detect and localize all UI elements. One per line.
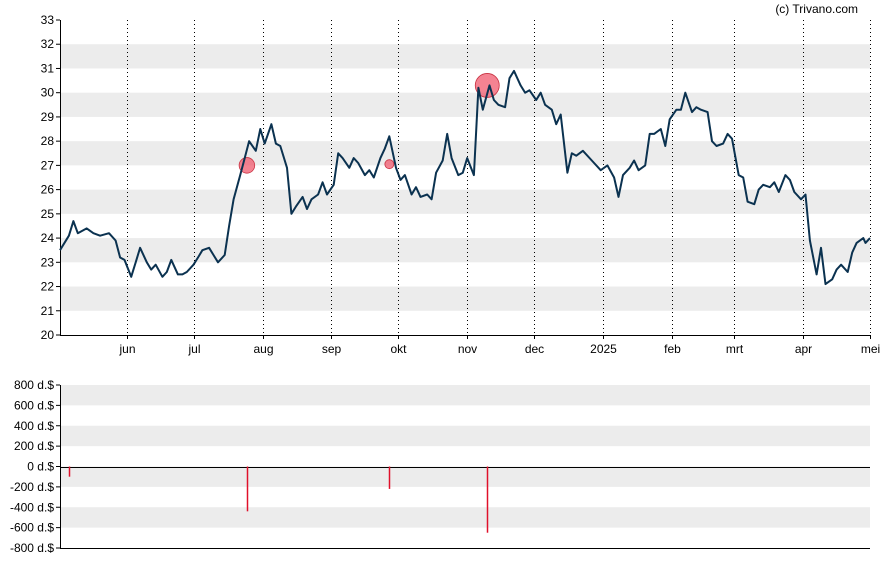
price-y-tick-label: 20 xyxy=(41,328,55,342)
price-x-tick-label: aug xyxy=(253,342,273,356)
price-axes xyxy=(56,19,870,336)
price-band xyxy=(60,238,870,263)
price-panel: 20 21 22 23 24 25 26 27 28 29 30 31 32 33 jun jul aug se… xyxy=(41,13,881,356)
price-x-tick-label: feb xyxy=(664,342,681,356)
flow-y-tick-label: 800 d.$ xyxy=(14,378,54,392)
price-y-tick-labels: 20 21 22 23 24 25 26 27 28 29 30 31 32 33 xyxy=(41,13,55,342)
flow-band xyxy=(60,466,870,487)
price-y-tick-label: 27 xyxy=(41,158,55,172)
price-y-tick-label: 24 xyxy=(41,231,55,245)
price-y-tick-label: 26 xyxy=(41,183,55,197)
price-y-tick-label: 32 xyxy=(41,37,55,51)
flow-axes xyxy=(56,384,870,549)
flow-y-tick-label: -800 d.$ xyxy=(10,541,54,555)
flow-y-tick-label: 200 d.$ xyxy=(14,439,54,453)
flow-y-tick-label: 600 d.$ xyxy=(14,398,54,412)
price-x-tick-label: 2025 xyxy=(590,342,617,356)
price-y-tick-label: 22 xyxy=(41,280,55,294)
flow-band xyxy=(60,425,870,447)
flow-grid-bands xyxy=(60,385,870,528)
price-x-tick-label: mrt xyxy=(726,342,744,356)
flow-band xyxy=(60,507,870,528)
price-y-tick-label: 23 xyxy=(41,255,55,269)
flow-y-tick-labels: 800 d.$ 600 d.$ 400 d.$ 200 d.$ 0 d.$ -200 d.… xyxy=(10,378,54,555)
price-band xyxy=(60,189,870,214)
price-y-tick-label: 25 xyxy=(41,207,55,221)
price-x-tick-label: dec xyxy=(525,342,544,356)
price-x-tick-label: apr xyxy=(795,342,812,356)
flow-y-tick-label: 400 d.$ xyxy=(14,419,54,433)
price-y-tick-label: 29 xyxy=(41,110,55,124)
price-y-tick-label: 21 xyxy=(41,304,55,318)
price-x-tick-labels: jun jul aug sep okt nov dec 2025 feb mrt apr mei xyxy=(118,342,880,356)
price-vertical-gridlines xyxy=(127,20,871,339)
price-band xyxy=(60,44,870,69)
price-band xyxy=(60,141,870,166)
price-y-tick-label: 33 xyxy=(41,13,55,27)
price-x-tick-label: jun xyxy=(118,342,135,356)
price-y-tick-label: 30 xyxy=(41,86,55,100)
price-x-tick-label: sep xyxy=(322,342,342,356)
price-band xyxy=(60,92,870,117)
flow-bars xyxy=(68,466,489,533)
flow-y-tick-label: -600 d.$ xyxy=(10,521,54,535)
flow-y-tick-label: -400 d.$ xyxy=(10,500,54,514)
flow-band xyxy=(60,385,870,406)
price-y-tick-label: 31 xyxy=(41,61,55,75)
flow-y-tick-label: 0 d.$ xyxy=(27,460,54,474)
price-x-tick-label: nov xyxy=(458,342,477,356)
transaction-marker xyxy=(384,159,395,170)
price-x-tick-label: jul xyxy=(187,342,200,356)
flow-panel: 800 d.$ 600 d.$ 400 d.$ 200 d.$ 0 d.$ -200 d.… xyxy=(10,378,870,555)
price-grid-bands xyxy=(60,44,870,311)
transaction-marker xyxy=(474,73,500,98)
price-y-tick-label: 28 xyxy=(41,134,55,148)
credit-label: (c) Trivano.com xyxy=(775,2,858,16)
flow-y-tick-label: -200 d.$ xyxy=(10,480,54,494)
price-x-tick-label: okt xyxy=(390,342,407,356)
price-band xyxy=(60,286,870,311)
price-x-tick-label: mei xyxy=(861,342,880,356)
price-series-line xyxy=(59,69,871,286)
